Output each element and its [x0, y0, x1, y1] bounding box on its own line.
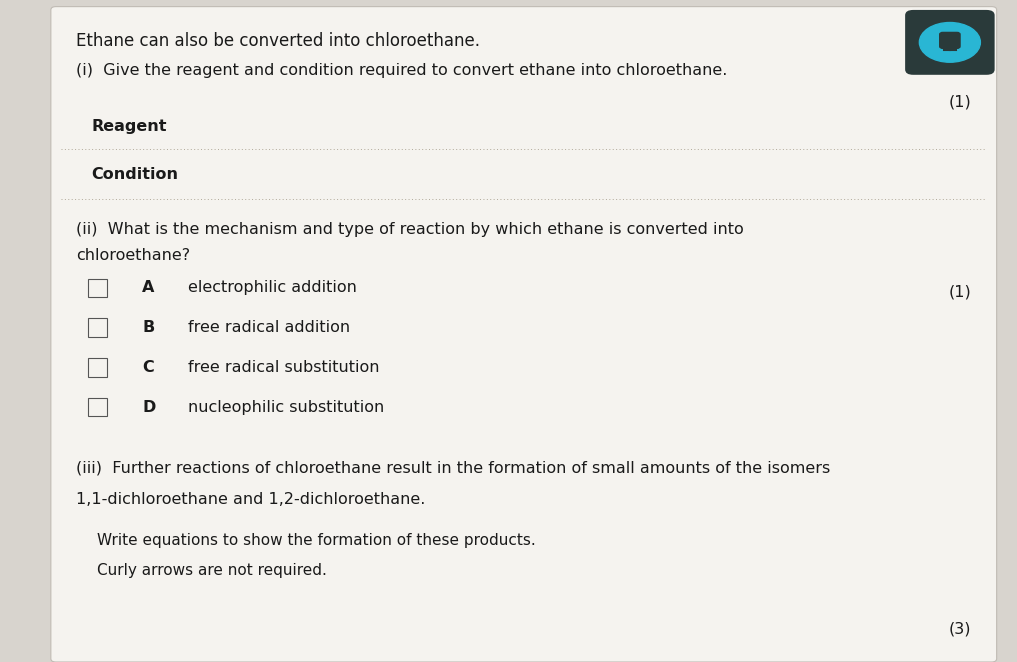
Circle shape — [919, 23, 980, 62]
Bar — [88, 279, 107, 297]
Text: free radical substitution: free radical substitution — [188, 360, 379, 375]
Text: (iii)  Further reactions of chloroethane result in the formation of small amount: (iii) Further reactions of chloroethane … — [76, 460, 831, 475]
Text: nucleophilic substitution: nucleophilic substitution — [188, 400, 384, 414]
Text: Curly arrows are not required.: Curly arrows are not required. — [97, 563, 326, 578]
FancyBboxPatch shape — [905, 10, 995, 75]
Text: D: D — [142, 400, 156, 414]
Text: C: C — [142, 360, 155, 375]
Text: A: A — [142, 281, 155, 295]
Text: (1): (1) — [949, 285, 971, 300]
Text: chloroethane?: chloroethane? — [76, 248, 190, 263]
FancyBboxPatch shape — [940, 32, 960, 48]
Text: Reagent: Reagent — [92, 119, 167, 134]
Text: free radical addition: free radical addition — [188, 320, 350, 335]
Text: Condition: Condition — [92, 167, 179, 182]
Text: Write equations to show the formation of these products.: Write equations to show the formation of… — [97, 533, 535, 548]
Text: (3): (3) — [949, 622, 971, 637]
Text: (i)  Give the reagent and condition required to convert ethane into chloroethane: (i) Give the reagent and condition requi… — [76, 63, 727, 78]
Text: electrophilic addition: electrophilic addition — [188, 281, 357, 295]
FancyBboxPatch shape — [51, 7, 997, 662]
Text: 1,1-dichloroethane and 1,2-dichloroethane.: 1,1-dichloroethane and 1,2-dichloroethan… — [76, 492, 426, 507]
Text: (1): (1) — [949, 94, 971, 109]
Bar — [88, 318, 107, 337]
Text: Ethane can also be converted into chloroethane.: Ethane can also be converted into chloro… — [76, 32, 480, 50]
Bar — [88, 358, 107, 377]
Bar — [88, 398, 107, 416]
Text: (ii)  What is the mechanism and type of reaction by which ethane is converted in: (ii) What is the mechanism and type of r… — [76, 222, 744, 237]
Text: B: B — [142, 320, 155, 335]
